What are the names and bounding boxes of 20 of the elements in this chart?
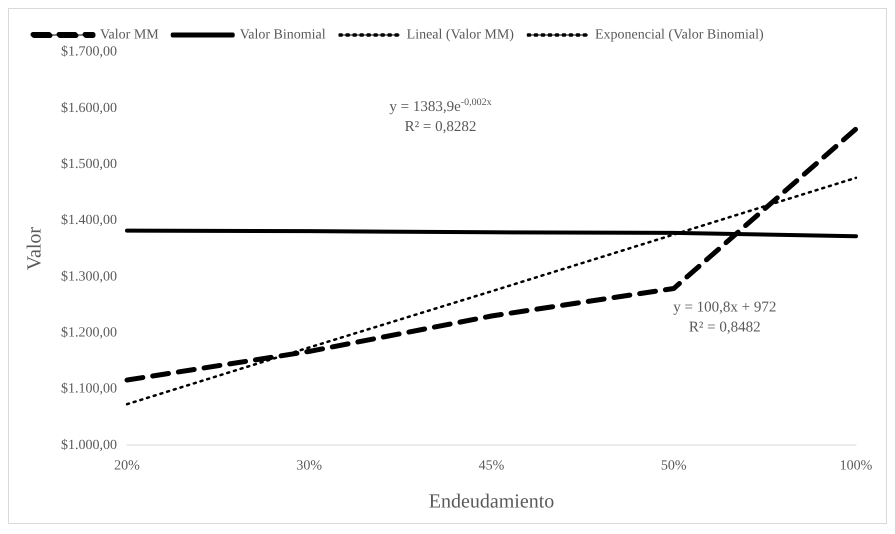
x-tick-label: 45% — [478, 458, 505, 474]
x-axis-title: Endeudamiento — [428, 490, 554, 512]
x-tick-label: 50% — [660, 458, 687, 474]
y-tick-label: $1.500,00 — [61, 157, 117, 172]
y-tick-label: $1.700,00 — [61, 44, 117, 60]
legend-label: Valor MM — [100, 28, 160, 43]
y-tick-label: $1.200,00 — [61, 326, 117, 341]
y-tick-label: $1.600,00 — [61, 100, 117, 116]
y-tick-label: $1.300,00 — [61, 269, 117, 284]
y-axis-title: Valor — [23, 226, 46, 270]
y-tick-label: $1.000,00 — [61, 438, 117, 453]
x-tick-label: 30% — [296, 458, 322, 474]
legend-label: Valor Binomial — [240, 28, 326, 43]
annotation: y = 100,8x + 972 R² = 0,8482 — [673, 300, 776, 336]
y-tick-label: $1.400,00 — [61, 213, 117, 228]
x-tick-label: 100% — [840, 458, 873, 474]
legend-label: Lineal (Valor MM) — [406, 28, 514, 43]
y-tick-label: $1.100,00 — [61, 382, 117, 397]
x-tick-label: 20% — [114, 458, 140, 474]
legend-label: Exponencial (Valor Binomial) — [594, 28, 764, 43]
